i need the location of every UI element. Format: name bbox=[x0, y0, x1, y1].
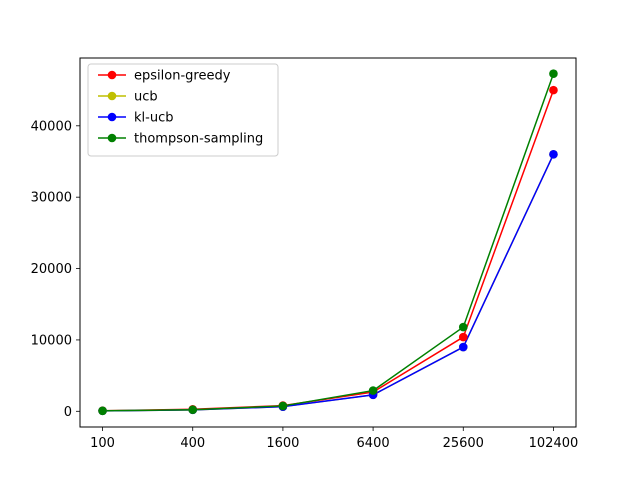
legend-box bbox=[87, 63, 279, 157]
series-lines bbox=[102, 73, 555, 412]
x-tick-label: 1600 bbox=[266, 436, 299, 451]
x-axis: 100 400 1600 6400 25600 102400 bbox=[90, 427, 578, 451]
legend-label: thompson-sampling bbox=[134, 132, 263, 147]
y-tick-label: 0 bbox=[64, 405, 72, 420]
y-tick-label: 20000 bbox=[31, 262, 72, 277]
plot-frame bbox=[79, 57, 577, 428]
x-tick-label: 102400 bbox=[529, 436, 579, 451]
legend-label: epsilon-greedy bbox=[134, 69, 231, 84]
data-point bbox=[549, 85, 558, 95]
y-axis: 0 10000 20000 30000 40000 bbox=[31, 119, 80, 420]
legend: epsilon-greedy ucb kl-ucb thompson-sampling bbox=[87, 63, 279, 157]
x-tick-label: 100 bbox=[90, 436, 115, 451]
x-tick-label: 400 bbox=[180, 436, 205, 451]
legend-label: ucb bbox=[134, 90, 158, 105]
data-point bbox=[458, 342, 468, 352]
y-tick-label: 30000 bbox=[31, 191, 72, 206]
data-point bbox=[98, 406, 107, 416]
legend-label: kl-ucb bbox=[134, 111, 173, 126]
legend-swatch-marker bbox=[107, 70, 117, 80]
x-tick-label: 25600 bbox=[443, 436, 484, 451]
x-tick-label: 6400 bbox=[357, 436, 390, 451]
data-point bbox=[458, 332, 468, 342]
data-point bbox=[188, 405, 198, 415]
legend-swatch-marker bbox=[107, 133, 117, 143]
series-markers bbox=[98, 69, 558, 416]
data-point bbox=[549, 69, 558, 78]
y-tick-label: 40000 bbox=[31, 119, 72, 134]
data-point bbox=[278, 401, 288, 411]
y-tick-label: 10000 bbox=[31, 333, 72, 348]
data-point bbox=[458, 322, 468, 332]
legend-swatch-marker bbox=[107, 91, 117, 101]
legend-swatch-marker bbox=[107, 112, 117, 122]
series-line-3 bbox=[102, 73, 555, 412]
data-point bbox=[549, 150, 558, 159]
data-point bbox=[368, 386, 378, 395]
